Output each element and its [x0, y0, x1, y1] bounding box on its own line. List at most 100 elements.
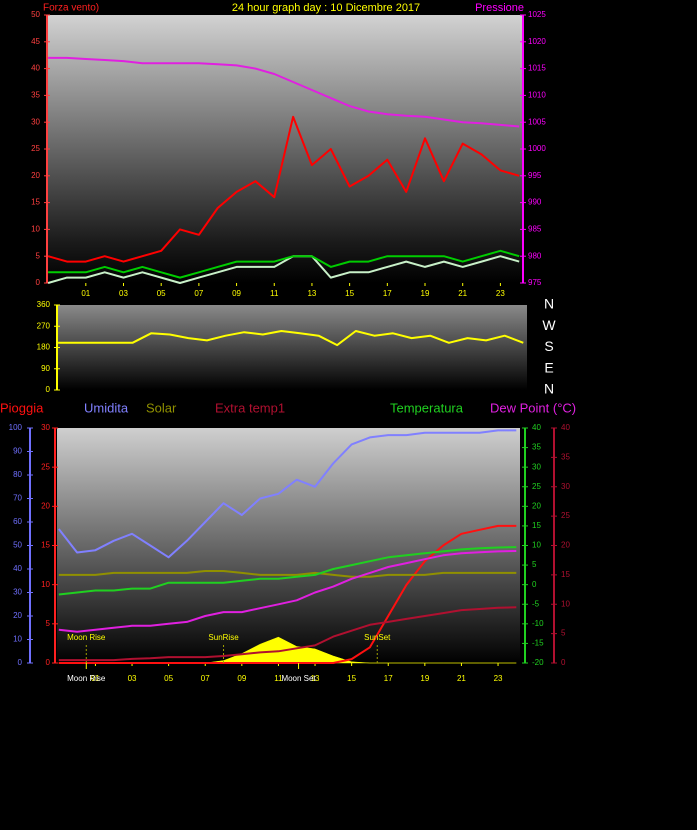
series-line — [58, 429, 517, 559]
x-tick-label: 15 — [345, 289, 354, 298]
y-tick-label: 995 — [528, 171, 542, 180]
y-tick-label: 90 — [13, 447, 22, 456]
y-tick-label: S — [544, 338, 553, 354]
y-tick-label: 40 — [532, 423, 541, 432]
chart-title: 24 hour graph day : 10 Dicembre 2017 — [232, 2, 420, 14]
annotation: SunSet — [364, 633, 391, 642]
y2-axis-label: Pressione — [475, 2, 524, 14]
x-tick-label: 11 — [270, 289, 279, 298]
x-tick-label: 09 — [232, 289, 241, 298]
y-tick-label: 1015 — [528, 64, 546, 73]
y-tick-label: 985 — [528, 225, 542, 234]
x-tick-label: 09 — [237, 674, 246, 683]
y-tick-label: 25 — [31, 144, 40, 153]
y-tick-label: 45 — [31, 37, 40, 46]
x-tick-label: 07 — [201, 674, 210, 683]
y-tick-label: 15 — [561, 570, 570, 579]
y-tick-label: 35 — [532, 443, 541, 452]
y-tick-label: 5 — [36, 251, 41, 260]
x-tick-label: 03 — [128, 674, 137, 683]
y-tick-label: 15 — [31, 198, 40, 207]
x-tick-label: 13 — [311, 674, 320, 683]
y-tick-label: E — [544, 359, 553, 375]
x-tick-label: 13 — [307, 289, 316, 298]
y-tick-label: 15 — [532, 521, 541, 530]
y-tick-label: 0 — [18, 658, 23, 667]
y-tick-label: 50 — [13, 541, 22, 550]
x-tick-label: 21 — [458, 289, 467, 298]
y-tick-label: 0 — [561, 658, 566, 667]
y-tick-label: 10 — [31, 225, 40, 234]
y-tick-label: 25 — [532, 482, 541, 491]
y-tick-label: 1025 — [528, 10, 546, 19]
legend-label: Temperatura — [390, 400, 464, 415]
x-tick-label: 17 — [384, 674, 393, 683]
x-tick-label: 19 — [421, 289, 430, 298]
annotation: SunRise — [208, 633, 239, 642]
y-tick-label: 30 — [561, 482, 570, 491]
y-tick-label: W — [542, 317, 556, 333]
y-tick-label: 1010 — [528, 91, 546, 100]
y-tick-label: 20 — [561, 541, 570, 550]
series-line — [58, 550, 517, 633]
y-tick-label: 20 — [532, 501, 541, 510]
y-tick-label: 20 — [31, 171, 40, 180]
legend-label: Umidita — [84, 400, 129, 415]
y-tick-label: 20 — [41, 501, 50, 510]
plot-background — [57, 305, 527, 390]
y-tick-label: 25 — [41, 462, 50, 471]
y-tick-label: 25 — [561, 511, 570, 520]
series-line — [47, 255, 520, 284]
x-tick-label: 05 — [157, 289, 166, 298]
series-line — [58, 570, 517, 578]
series-line — [47, 115, 520, 263]
annotation: Moon Rise — [67, 674, 106, 683]
y-tick-label: 35 — [561, 452, 570, 461]
y-tick-label: 0 — [36, 278, 41, 287]
y-tick-label: -15 — [532, 639, 544, 648]
y-tick-label: 10 — [532, 541, 541, 550]
y-tick-label: 40 — [13, 564, 22, 573]
series-line — [48, 249, 520, 279]
series-line — [58, 606, 517, 662]
y-tick-label: 990 — [528, 198, 542, 207]
series-line — [58, 546, 517, 596]
y-tick-label: 0 — [46, 658, 51, 667]
y-tick-label: 70 — [13, 494, 22, 503]
series-line — [48, 56, 520, 128]
y-tick-label: 35 — [31, 91, 40, 100]
y-tick-label: 5 — [46, 619, 51, 628]
y-tick-label: 1000 — [528, 144, 546, 153]
y-tick-label: 980 — [528, 251, 542, 260]
y-tick-label: 180 — [37, 343, 51, 352]
annotation: Moon Rise — [67, 633, 106, 642]
y-tick-label: 5 — [561, 629, 566, 638]
legend-label: Pioggia — [0, 400, 44, 415]
y-tick-label: 50 — [31, 10, 40, 19]
legend-label: Dew Point (°C) — [490, 400, 576, 415]
x-tick-label: 11 — [274, 674, 283, 683]
plot-background — [57, 428, 520, 663]
x-tick-label: 19 — [420, 674, 429, 683]
y-tick-label: 0 — [46, 385, 51, 394]
y-tick-label: 30 — [41, 423, 50, 432]
x-tick-label: 07 — [194, 289, 203, 298]
y-tick-label: -5 — [532, 599, 540, 608]
y-tick-label: 270 — [37, 321, 51, 330]
x-tick-label: 01 — [91, 674, 100, 683]
y-tick-label: 40 — [31, 64, 40, 73]
y-tick-label: -10 — [532, 619, 544, 628]
y-tick-label: 5 — [532, 560, 537, 569]
legend-label: Extra temp1 — [215, 400, 285, 415]
y-tick-label: -20 — [532, 658, 544, 667]
y-tick-label: 30 — [532, 462, 541, 471]
y-tick-label: 30 — [31, 117, 40, 126]
x-tick-label: 05 — [164, 674, 173, 683]
y-tick-label: 1020 — [528, 37, 546, 46]
x-tick-label: 21 — [457, 674, 466, 683]
x-tick-label: 23 — [494, 674, 503, 683]
y-tick-label: 10 — [41, 580, 50, 589]
x-tick-label: 01 — [81, 289, 90, 298]
